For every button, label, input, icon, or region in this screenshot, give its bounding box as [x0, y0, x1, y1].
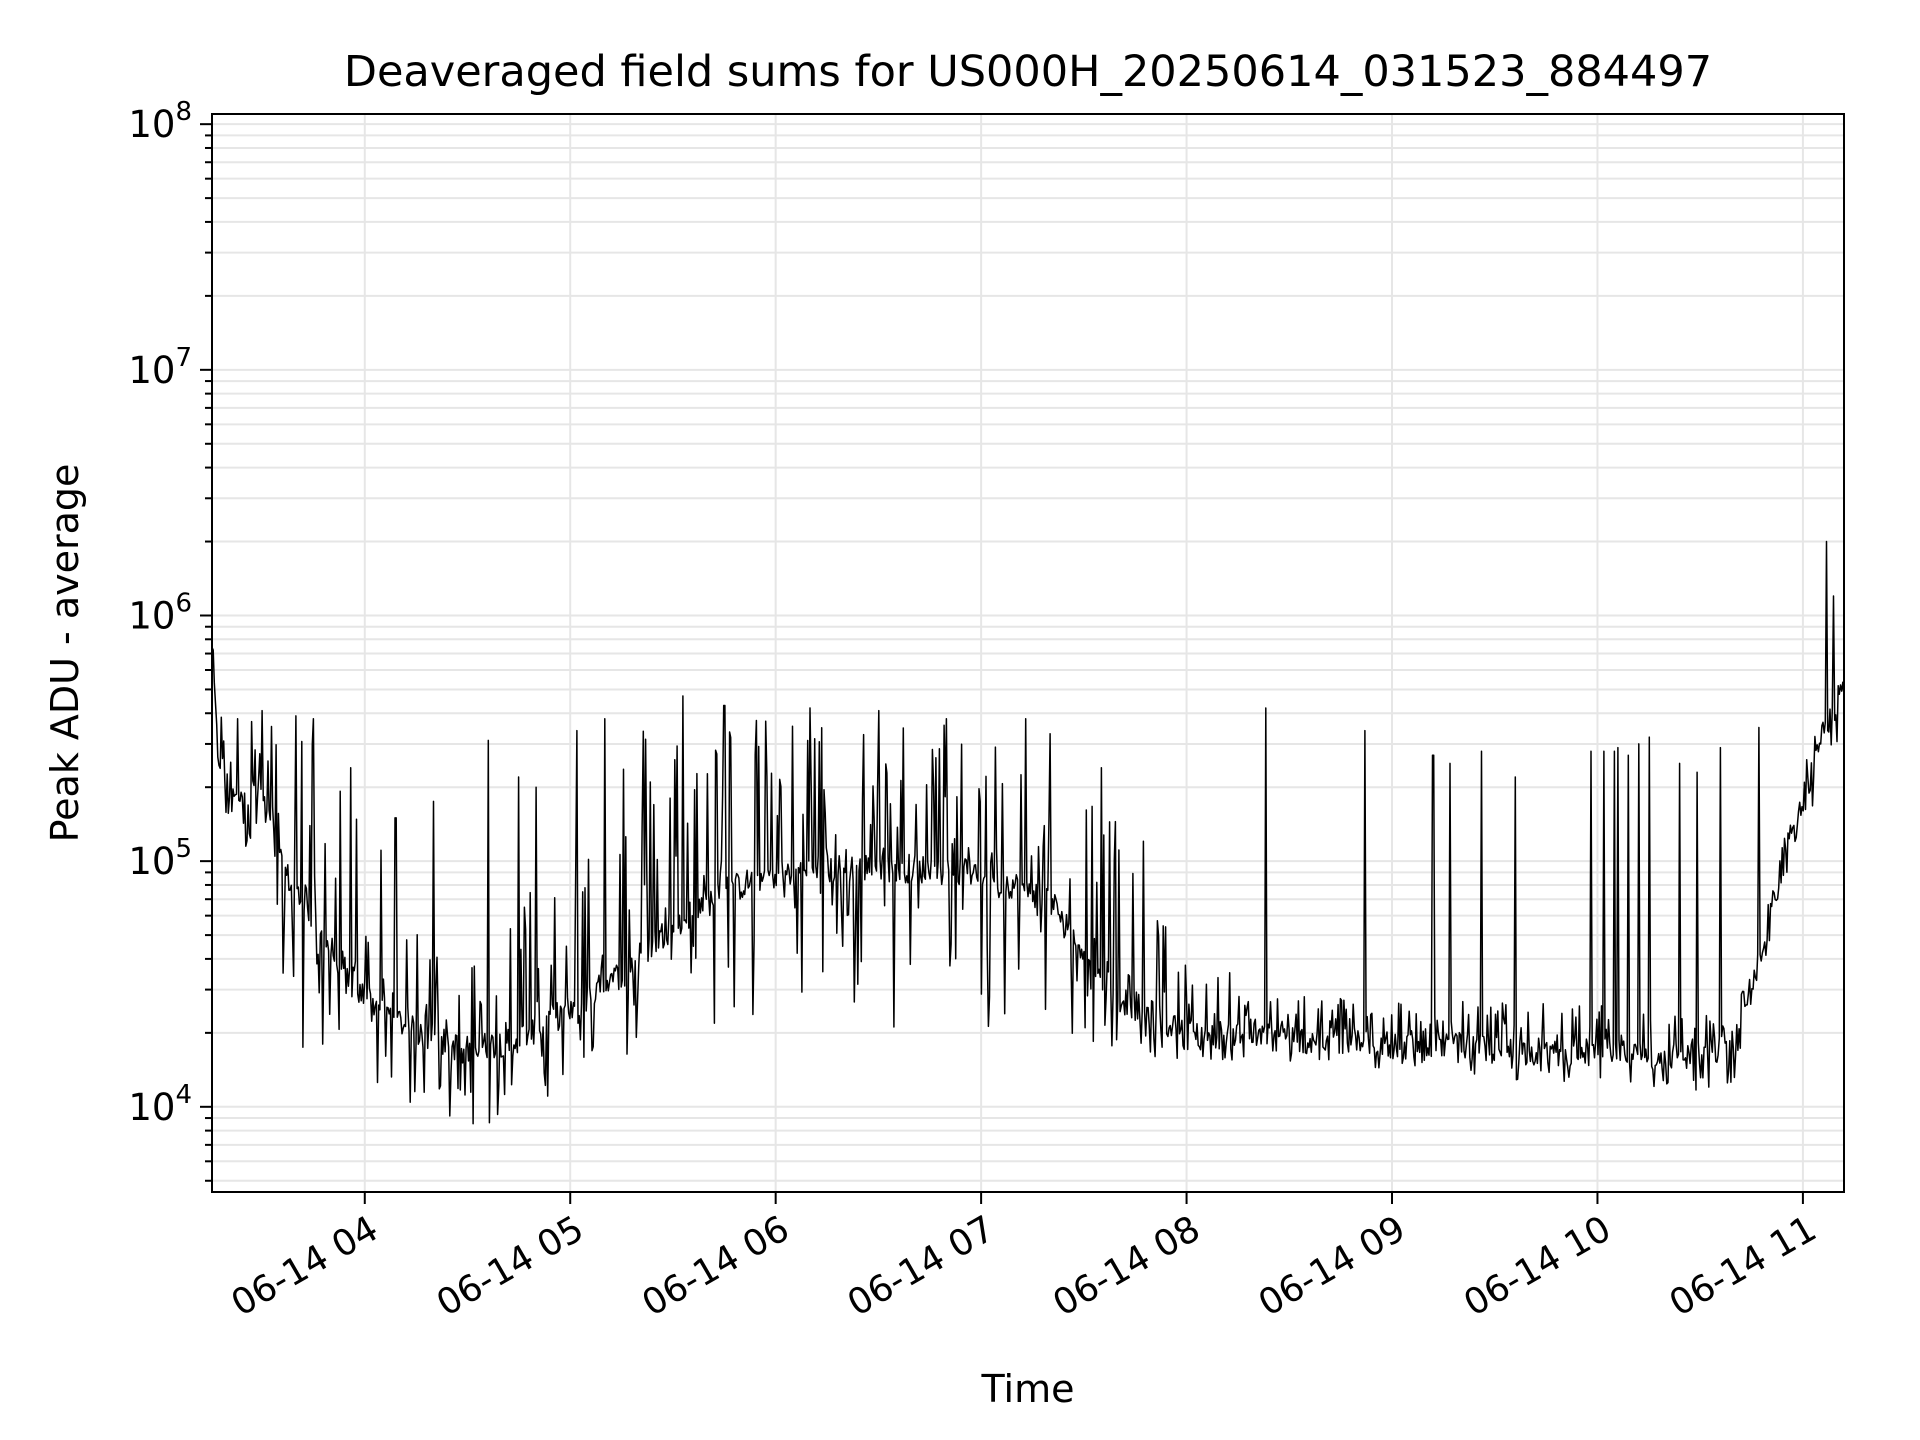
x-tick-label: 06-14 07 — [841, 1208, 1002, 1324]
x-axis-label: Time — [981, 1367, 1075, 1411]
y-axis-label: Peak ADU - average — [43, 464, 87, 843]
chart-title: Deaveraged field sums for US000H_2025061… — [344, 47, 1712, 97]
y-tick-label: 105 — [128, 834, 192, 883]
y-tick-label: 108 — [128, 97, 192, 146]
x-tick-label: 06-14 09 — [1252, 1208, 1413, 1324]
x-tick-label: 06-14 04 — [225, 1208, 386, 1324]
x-tick-label: 06-14 06 — [635, 1208, 796, 1324]
x-tick-label: 06-14 05 — [430, 1208, 591, 1324]
ticks: 104 105 106 107 108 06-14 04 06-14 05 06-14 06 0… — [128, 97, 1823, 1325]
x-tick-label: 06-14 10 — [1457, 1208, 1618, 1324]
x-tick-label: 06-14 08 — [1046, 1208, 1207, 1324]
y-tick-label: 106 — [128, 588, 192, 637]
series-line — [211, 540, 1845, 1125]
y-tick-label: 104 — [128, 1080, 192, 1129]
y-tick-label: 107 — [128, 343, 192, 392]
grid — [212, 114, 1844, 1192]
x-tick-label: 06-14 11 — [1663, 1208, 1824, 1324]
series-line-path — [211, 540, 1845, 1125]
